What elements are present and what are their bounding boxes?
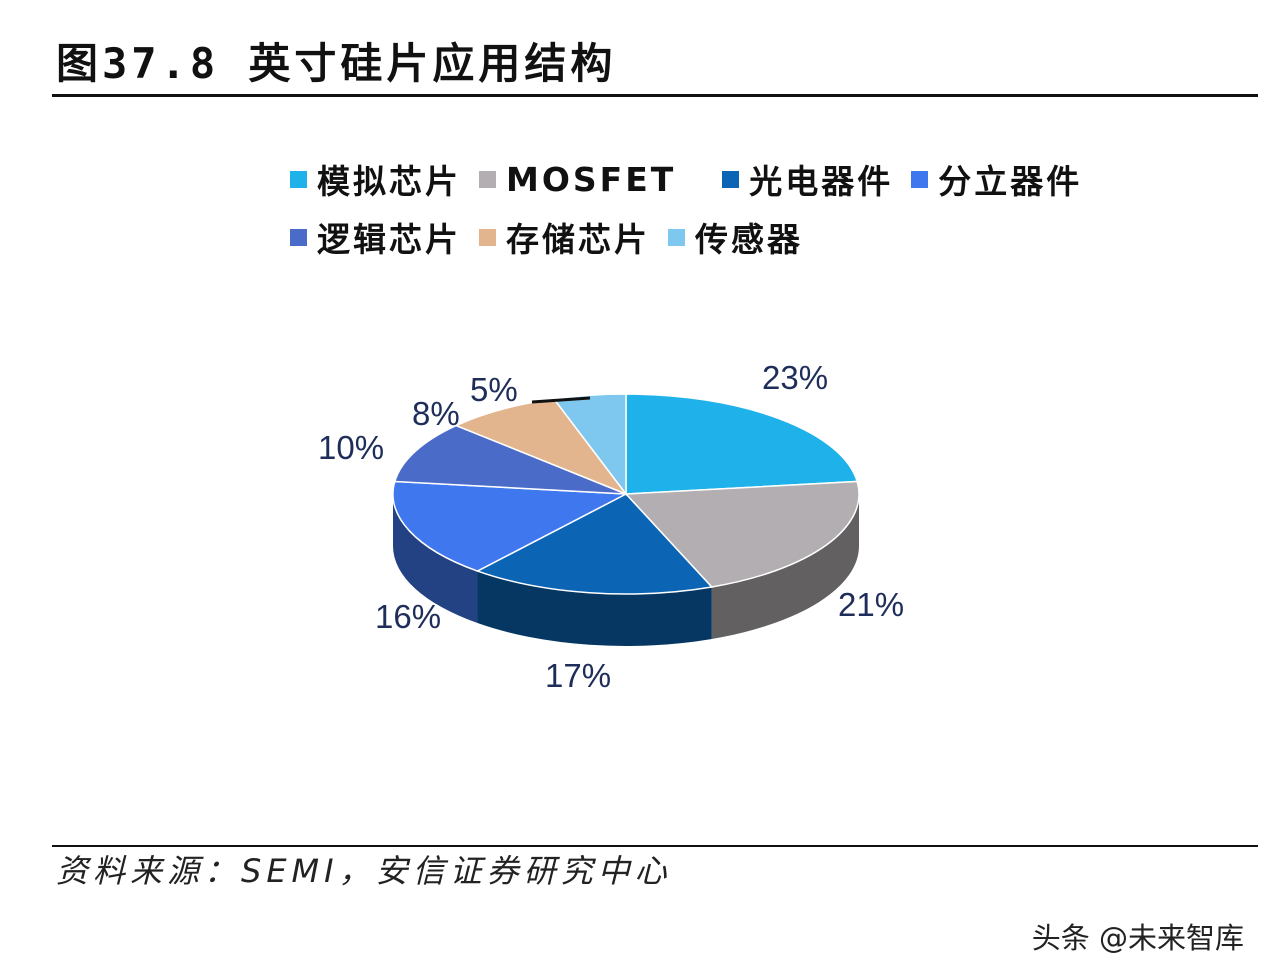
pie-slice — [552, 393, 627, 497]
legend-swatch — [479, 228, 496, 246]
legend-swatch — [668, 228, 685, 246]
pie-top — [392, 393, 860, 595]
legend-item: 传感器 — [668, 213, 803, 261]
pie-labels: 23% 21% 17% 16% 10% 8% 5% — [318, 359, 904, 694]
pie-slice — [475, 493, 714, 595]
legend-item: 存储芯片 — [479, 213, 650, 261]
source-note: 资料来源：SEMI，安信证券研究中心 — [56, 852, 672, 890]
legend-swatch — [290, 170, 307, 188]
page-title: 图37.8 英寸硅片应用结构 — [56, 39, 617, 88]
legend-label: 逻辑芯片 — [317, 220, 461, 259]
pie-sides — [393, 494, 859, 646]
pie-slice-label: 16% — [375, 598, 441, 635]
legend-item: 分立器件 — [911, 155, 1082, 203]
pie-slice-side — [477, 571, 712, 646]
pie-slice — [625, 393, 859, 495]
pie-slice-label: 17% — [545, 657, 611, 694]
legend-row-2: 逻辑芯片 存储芯片 传感器 — [290, 208, 1110, 266]
legend-label: 传感器 — [695, 220, 803, 259]
legend-item: MOSFET — [479, 160, 676, 199]
legend-swatch — [479, 170, 496, 188]
legend-label: 分立器件 — [938, 162, 1083, 201]
pie-slice-side — [711, 494, 859, 639]
pie-slice — [392, 480, 629, 572]
pie-slice-label: 8% — [412, 395, 460, 432]
legend-item: 光电器件 — [722, 155, 893, 203]
legend-swatch — [722, 170, 740, 188]
pie-slice-label: 21% — [838, 586, 904, 623]
chart-legend: 模拟芯片 MOSFET 光电器件 分立器件 逻辑芯片 存储芯片 传感器 — [290, 150, 1110, 266]
legend-item: 模拟芯片 — [290, 155, 461, 203]
source-divider — [52, 845, 1258, 847]
legend-label: 光电器件 — [749, 162, 894, 201]
pie-slice-label: 5% — [470, 371, 518, 408]
pie-slice-side — [393, 494, 478, 624]
legend-label: MOSFET — [506, 159, 677, 199]
legend-label: 存储芯片 — [506, 220, 650, 259]
legend-swatch — [290, 228, 307, 246]
pie-slice-label: 23% — [762, 359, 828, 396]
pie-slice — [624, 480, 860, 588]
pie-slice — [393, 424, 627, 495]
legend-item: 逻辑芯片 — [290, 213, 461, 261]
legend-swatch — [911, 170, 929, 188]
legend-label: 模拟芯片 — [317, 162, 461, 201]
title-divider — [52, 94, 1258, 97]
pie-slice-label: 10% — [318, 429, 384, 466]
legend-row-1: 模拟芯片 MOSFET 光电器件 分立器件 — [290, 150, 1110, 208]
label-leader-line — [531, 396, 591, 404]
watermark: 头条 @未来智库 — [1031, 921, 1244, 955]
